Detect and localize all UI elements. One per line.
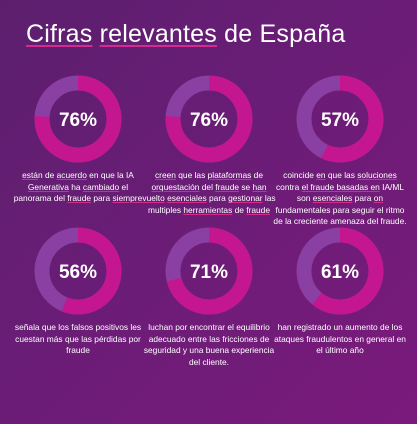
stat-card-3: 57% coincide en que las soluciones contr… — [273, 74, 407, 228]
desc-seg: coincide — [283, 170, 317, 180]
desc-seg: soluciones — [357, 170, 397, 180]
donut-value-arc — [165, 227, 253, 315]
desc-seg: el fraude basadas en — [301, 181, 380, 192]
stat-description-1: están de acuerdo en que la IA Generativa… — [11, 170, 145, 205]
desc-seg: luchan por encontrar el equilibrio adecu… — [143, 322, 275, 367]
desc-seg: para — [91, 193, 113, 204]
stat-description-4: señala que los falsos positivos les cues… — [11, 322, 145, 357]
donut-percent-label: 61% — [321, 262, 359, 283]
desc-seg: el panorama del — [13, 181, 129, 204]
desc-seg: de — [232, 204, 247, 215]
desc-seg: fundamentales para seguir el ritmo de la… — [273, 204, 407, 227]
donut-chart-1: 76% — [34, 75, 122, 163]
desc-seg: ha — [68, 181, 83, 192]
donut-percent-label: 56% — [59, 262, 97, 283]
desc-seg: siempre — [112, 193, 143, 204]
desc-seg: está — [22, 170, 38, 180]
stat-description-3: coincide en que las soluciones contra el… — [273, 170, 407, 228]
desc-seg: cambiado — [82, 181, 120, 192]
desc-seg: señala que los falsos positivos les cues… — [14, 322, 142, 356]
desc-seg: n de — [37, 170, 57, 180]
donut-value-arc — [34, 75, 122, 163]
stat-card-6: 61% han registrado un aumento de los ata… — [273, 226, 407, 357]
desc-seg: acuerdo — [56, 170, 87, 180]
desc-seg: plataformas — [207, 170, 252, 180]
donut-percent-label: 71% — [190, 262, 228, 283]
desc-seg: IA/ML son — [296, 181, 405, 204]
donut-value-arc — [34, 227, 122, 315]
desc-seg: esenciales — [167, 193, 207, 204]
donut-percent-label: 57% — [321, 110, 359, 131]
desc-seg: las multiples — [148, 193, 276, 215]
title-part-relevantes: relevantes — [99, 20, 217, 48]
desc-seg: que las — [325, 170, 358, 180]
donut-value-arc — [165, 75, 253, 163]
stat-card-2: 76% creen que las plataformas de orquest… — [142, 74, 276, 216]
desc-seg: herramientas — [183, 204, 233, 215]
desc-seg: creen — [154, 170, 176, 180]
donut-value-arc — [296, 75, 384, 163]
desc-seg: para — [206, 193, 229, 204]
stat-description-6: han registrado un aumento de los ataques… — [273, 322, 407, 357]
desc-seg: fraude — [246, 204, 270, 215]
donut-chart-3: 57% — [296, 75, 384, 163]
desc-seg: on — [373, 193, 384, 204]
desc-seg: esenciales — [312, 193, 353, 204]
title-part-espana: de España — [217, 20, 346, 48]
desc-seg: Generativa — [27, 181, 69, 192]
desc-seg: fraude — [67, 193, 92, 204]
donut-percent-label: 76% — [59, 110, 97, 131]
stat-description-5: luchan por encontrar el equilibrio adecu… — [142, 322, 276, 368]
desc-seg: de — [251, 170, 264, 180]
desc-seg: fraude — [215, 181, 240, 192]
donut-percent-label: 76% — [190, 110, 228, 131]
desc-seg: en que la IA — [86, 170, 134, 180]
title-part-cifras: Cifras — [26, 20, 93, 48]
desc-seg: del — [199, 181, 216, 192]
desc-seg: orquestación — [151, 181, 200, 192]
stat-card-1: 76% están de acuerdo en que la IA Genera… — [11, 74, 145, 205]
donut-chart-2: 76% — [165, 75, 253, 163]
page-title: Cifras relevantes de España — [26, 20, 346, 49]
desc-seg: contra — [275, 181, 302, 192]
desc-seg: se — [239, 181, 253, 192]
stat-card-5: 71% luchan por encontrar el equilibrio a… — [142, 226, 276, 368]
donut-chart-4: 56% — [34, 227, 122, 315]
desc-seg: han registrado un aumento de los ataques… — [274, 322, 406, 356]
stat-card-4: 56% señala que los falsos positivos les … — [11, 226, 145, 357]
desc-seg: en — [316, 170, 326, 180]
desc-seg: para — [352, 193, 374, 204]
desc-seg: que las — [175, 170, 208, 180]
donut-chart-6: 61% — [296, 227, 384, 315]
donut-value-arc — [296, 227, 384, 315]
stat-description-2: creen que las plataformas de orquestació… — [142, 170, 276, 216]
desc-seg: gestionar — [228, 193, 263, 204]
donut-chart-5: 71% — [165, 227, 253, 315]
desc-seg: han vuelto — [142, 181, 267, 204]
